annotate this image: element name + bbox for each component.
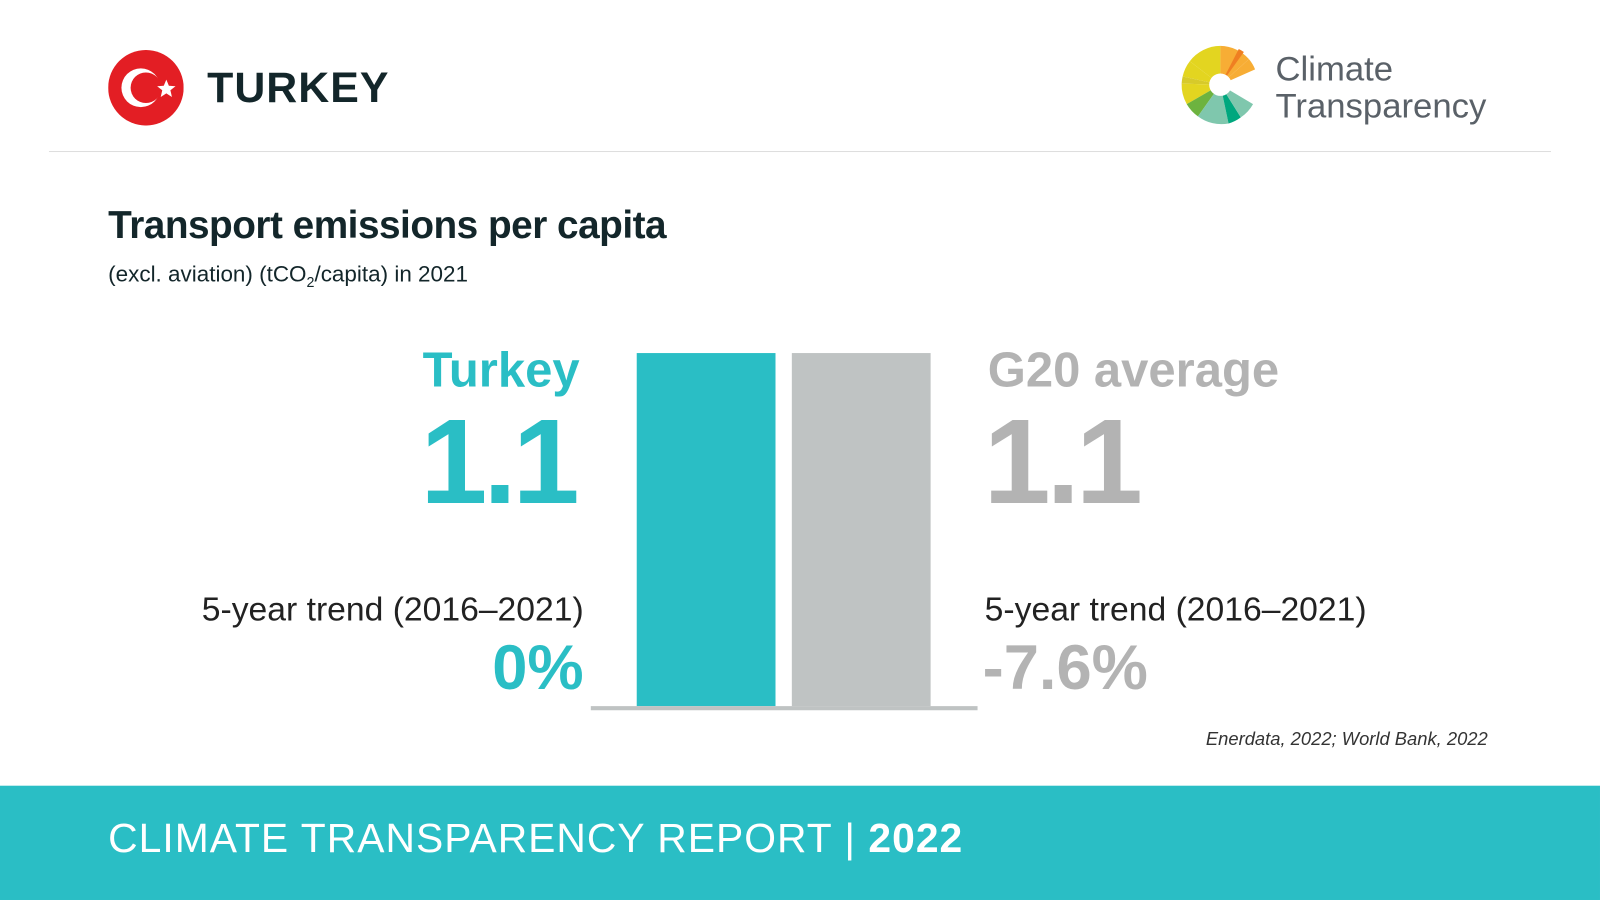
subtitle-post: /capita) in 2021 [314, 261, 468, 287]
footer-year: 2022 [868, 816, 964, 862]
bar-turkey [636, 353, 776, 707]
turkey-label: Turkey [422, 343, 580, 398]
bar-g20-average [791, 353, 931, 707]
footer-report: CLIMATE TRANSPARENCY REPORT [108, 816, 833, 862]
turkey-trend-label: 5-year trend (2016–2021) [201, 589, 584, 628]
footer-bar [0, 785, 1600, 900]
chart-title: Transport emissions per capita [108, 204, 667, 247]
header-divider [48, 151, 1552, 153]
turkey-value: 1.1 [420, 394, 579, 530]
source-note: Enerdata, 2022; World Bank, 2022 [1205, 728, 1488, 749]
logo-text: Climate Transparency [1276, 51, 1487, 124]
g20-trend-label: 5-year trend (2016–2021) [984, 589, 1367, 628]
turkey-trend-value: 0% [492, 632, 584, 704]
g20-value: 1.1 [983, 394, 1143, 530]
country-name: TURKEY [207, 63, 390, 112]
subtitle-sub: 2 [306, 273, 315, 291]
footer-text: CLIMATE TRANSPARENCY REPORT | 2022 [108, 816, 963, 862]
logo-line-1: Climate [1275, 49, 1394, 89]
footer-separator: | [844, 816, 857, 862]
g20-trend-value: -7.6% [982, 632, 1148, 704]
climate-transparency-logo-icon [1181, 45, 1256, 125]
g20-label: G20 average [987, 343, 1280, 398]
turkey-flag-icon [108, 49, 184, 126]
subtitle-pre: (excl. aviation) (tCO [108, 261, 307, 287]
bar-chart [590, 353, 978, 711]
chart-subtitle: (excl. aviation) (tCO2/capita) in 2021 [108, 261, 468, 290]
logo-line-2: Transparency [1275, 86, 1487, 126]
